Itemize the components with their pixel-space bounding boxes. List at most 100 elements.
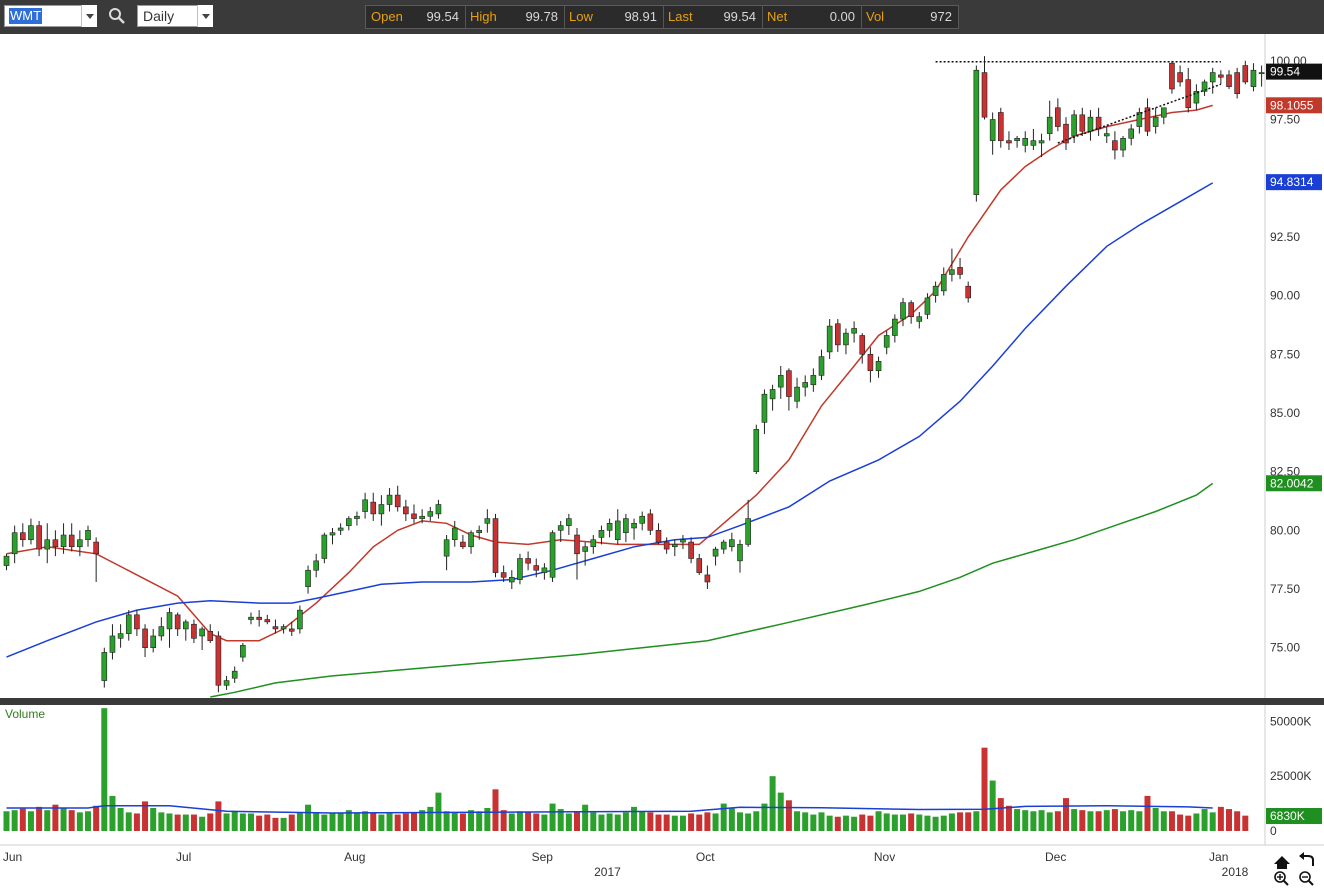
undo-icon[interactable] [1299, 852, 1314, 866]
volume-bar [1152, 807, 1159, 831]
volume-bar [957, 812, 964, 831]
volume-bar [321, 814, 328, 831]
candle-body [582, 546, 588, 552]
volume-bar [1128, 810, 1135, 831]
volume-bar [631, 806, 638, 831]
price-tick-label-4: 87.50 [1270, 347, 1300, 361]
volume-title: Volume [5, 707, 45, 721]
volume-bar [1168, 811, 1175, 831]
interval-dropdown-button[interactable] [197, 5, 213, 27]
volume-badge-label: 6830K [1270, 809, 1305, 823]
candle-body [1169, 62, 1175, 90]
candle-body [851, 328, 857, 334]
candle-body [989, 119, 996, 141]
volume-bar [394, 814, 401, 831]
volume-bar [606, 813, 613, 831]
candle-body [1161, 107, 1167, 118]
volume-bar [737, 812, 743, 831]
volume-bar [1095, 811, 1102, 831]
candle-body [60, 534, 67, 548]
volume-bar [44, 810, 51, 831]
price-badge-label-1: 98.1055 [1270, 98, 1314, 112]
candle-body [680, 539, 686, 543]
quote-net-value: 0.00 [829, 9, 855, 24]
interval-select[interactable]: Daily [137, 5, 213, 27]
candle-body [183, 621, 189, 630]
candle-body [370, 501, 377, 515]
volume-bar [834, 816, 841, 831]
quote-net: Net 0.00 [762, 6, 862, 28]
volume-bar [158, 812, 165, 831]
volume-bar [345, 810, 352, 831]
price-badge-bg-1 [1266, 97, 1322, 114]
volume-bar [965, 812, 972, 831]
candle-body [671, 544, 678, 548]
price-badge-label-3: 82.0042 [1270, 476, 1314, 490]
candle-body [394, 494, 401, 508]
volume-bar [891, 814, 898, 831]
candle-body [386, 494, 393, 505]
volume-tick-label-0: 50000K [1270, 714, 1311, 728]
quote-high-value: 99.78 [525, 9, 558, 24]
volume-bar [1014, 809, 1021, 831]
candle-body [834, 323, 841, 346]
time-tick-label-4: Oct [696, 850, 715, 864]
candle-body [166, 612, 173, 630]
volume-bar [76, 812, 83, 831]
volume-bar [508, 813, 515, 831]
volume-bar [411, 812, 417, 831]
candle-body [476, 530, 483, 533]
candle-body [574, 534, 580, 555]
quote-vol: Vol 972 [861, 6, 958, 28]
volume-bar [916, 814, 923, 831]
candle-body [280, 626, 287, 630]
candle-body [1014, 137, 1020, 141]
candle-body [1112, 140, 1118, 151]
price-tick-label-3: 90.00 [1270, 289, 1300, 303]
search-icon[interactable] [108, 7, 126, 25]
volume-bar [288, 814, 295, 831]
candle-body [77, 539, 83, 548]
candle-body [313, 560, 320, 571]
candle-body [354, 515, 360, 519]
candle-body [158, 626, 165, 637]
candle-body [272, 626, 279, 630]
candle-body [1258, 72, 1265, 75]
volume-bar [370, 812, 377, 831]
candle-body [3, 555, 10, 566]
candle-body [1063, 123, 1069, 144]
volume-bar [794, 811, 801, 831]
candle-body [859, 335, 866, 355]
zoom-in-icon[interactable] [1274, 871, 1289, 886]
symbol-text: WMT [9, 8, 43, 24]
candle-body [101, 652, 108, 681]
candle-body [345, 518, 352, 526]
volume-bar [133, 813, 140, 831]
candle-body [52, 539, 59, 548]
volume-bar [647, 812, 654, 831]
candle-body [362, 499, 368, 512]
quote-last-label: Last [668, 9, 693, 24]
candle-body [85, 530, 91, 541]
volume-bar [117, 807, 124, 831]
volume-bar [1079, 810, 1086, 831]
candle-body [900, 302, 906, 320]
time-tick-label-2: Aug [344, 850, 365, 864]
candle-body [1006, 140, 1012, 144]
home-icon[interactable] [1274, 856, 1290, 869]
symbol-dropdown-button[interactable] [81, 5, 97, 27]
candle-body [590, 539, 597, 548]
volume-bar [859, 814, 866, 831]
volume-bar [525, 812, 532, 831]
volume-bar [1226, 809, 1232, 831]
volume-bar [557, 809, 564, 831]
moving-average-line-1 [6, 182, 1214, 658]
candle-body [1079, 114, 1086, 132]
volume-bar [671, 815, 678, 831]
candle-body [623, 518, 629, 533]
candle-body [769, 389, 776, 400]
candle-body [484, 518, 491, 524]
pane-separator[interactable] [0, 698, 1324, 705]
zoom-out-icon[interactable] [1299, 871, 1314, 886]
